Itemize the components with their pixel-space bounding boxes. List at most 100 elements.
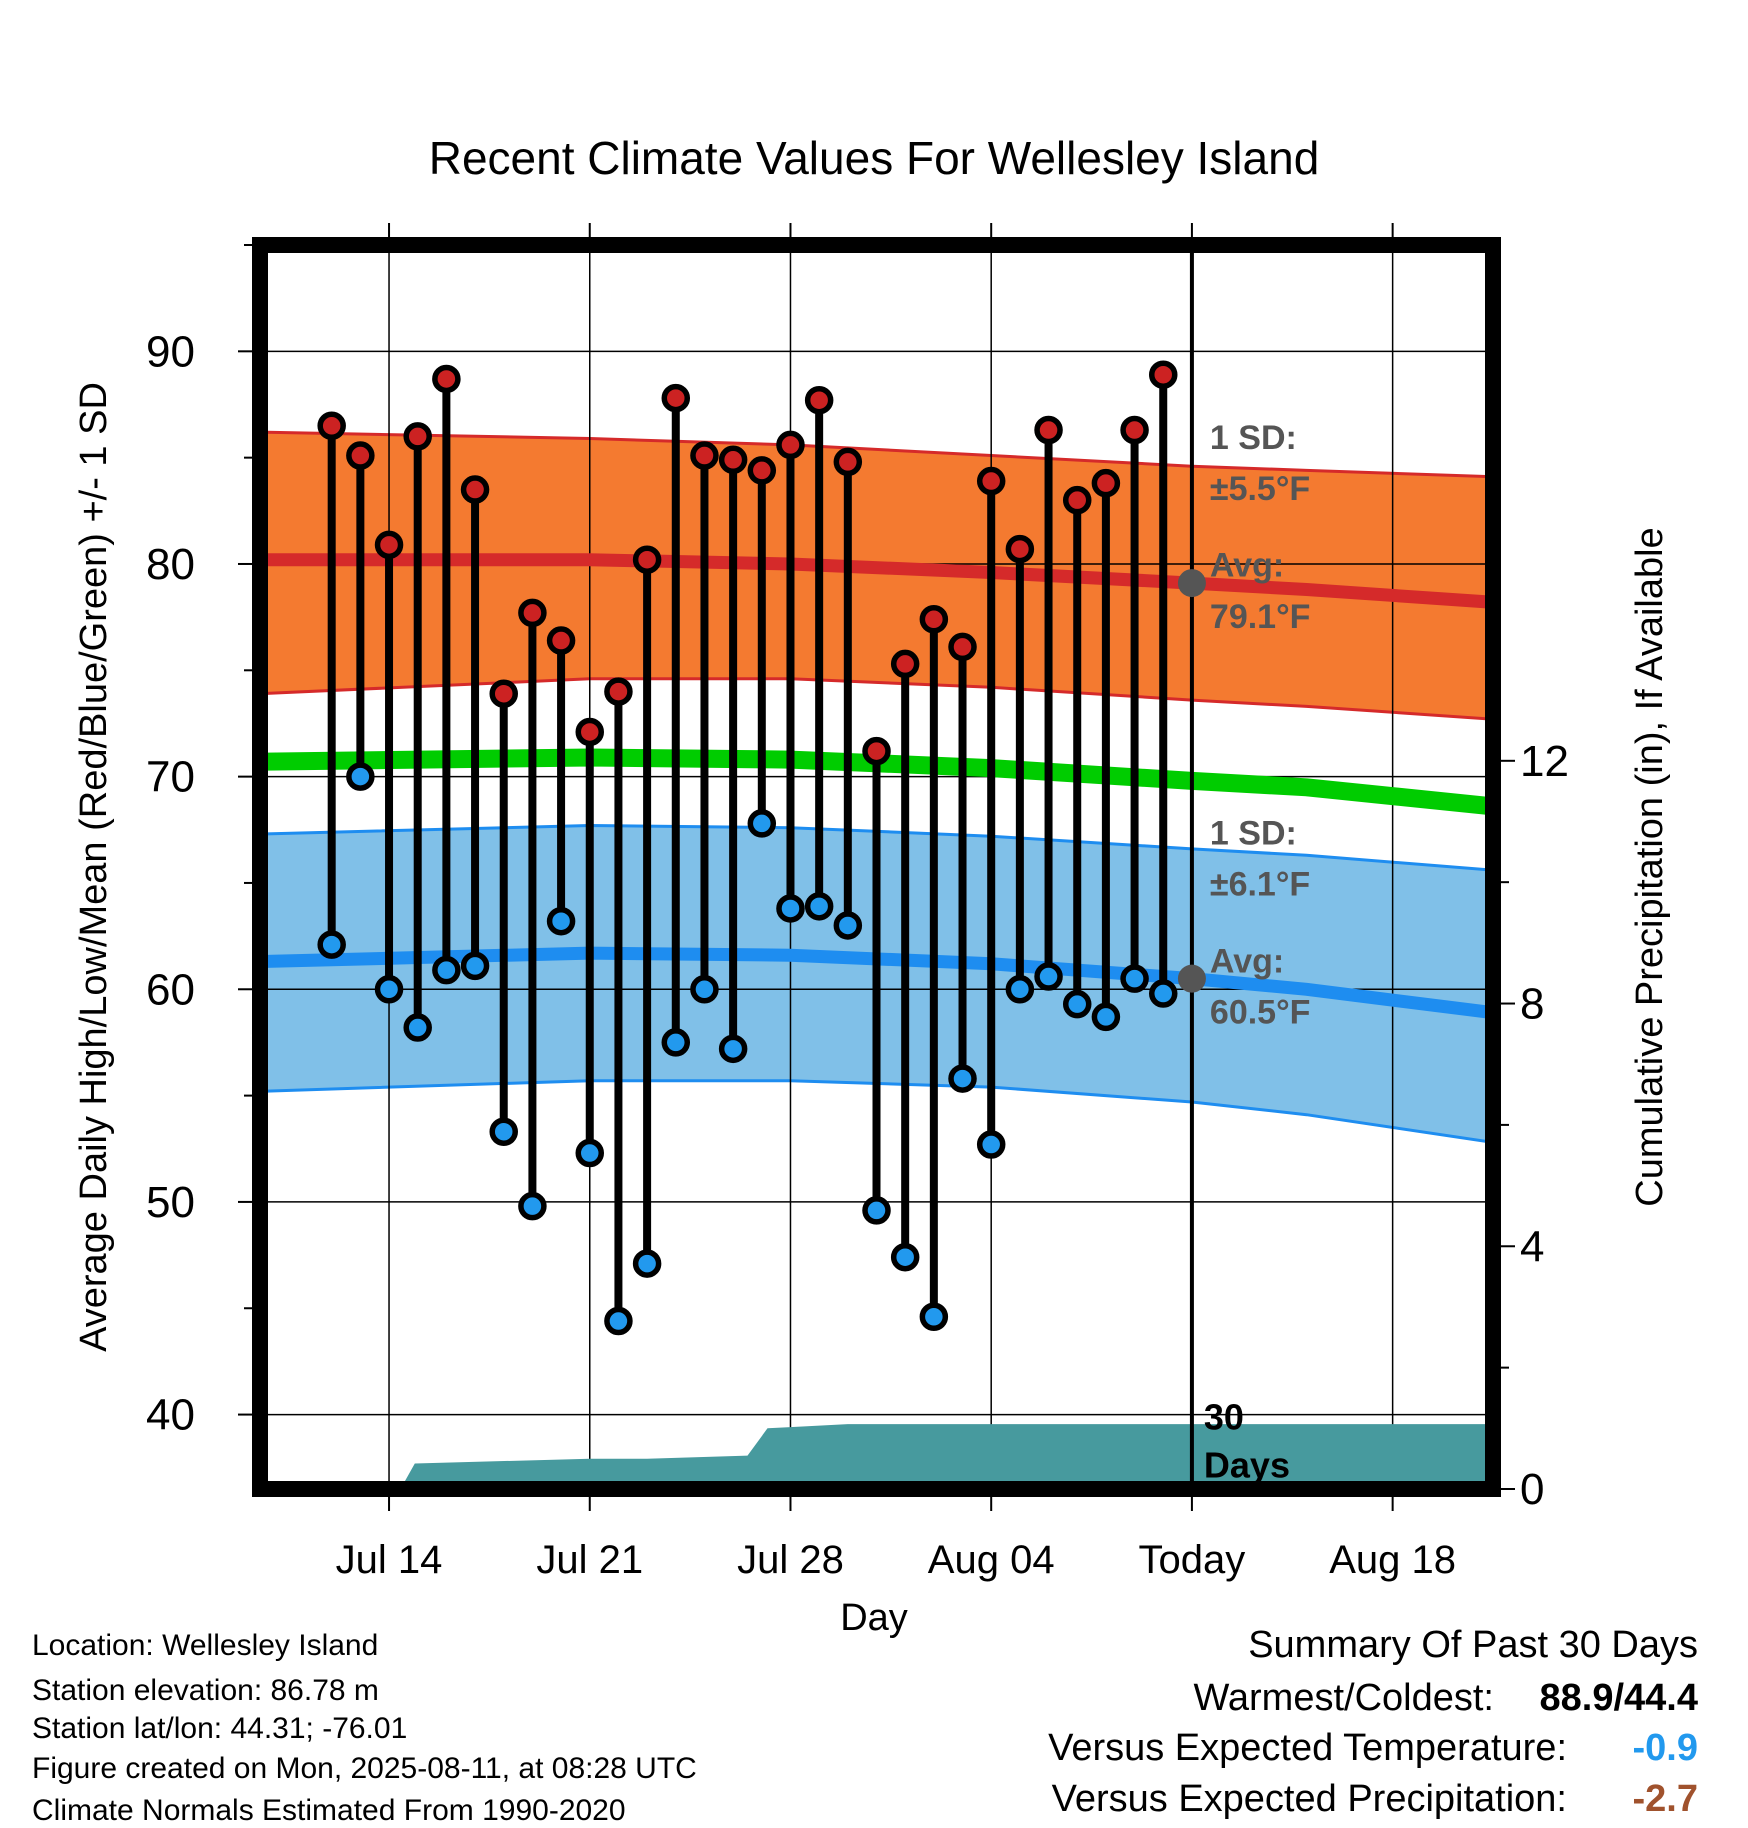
low-point	[1148, 979, 1178, 1008]
low-point	[1034, 962, 1063, 991]
high-point	[1034, 415, 1063, 445]
y-tick-label-80: 80	[146, 540, 195, 589]
y-tick-label-90: 90	[146, 327, 195, 376]
station-info: Location: Wellesley Island Station eleva…	[32, 1629, 697, 1827]
high-point	[747, 456, 777, 485]
high-point	[661, 383, 691, 413]
precip-area	[404, 1424, 1486, 1482]
annot-high-avg-1: Avg:	[1210, 547, 1284, 585]
annot-low-sd-2: ±6.1°F	[1210, 866, 1310, 904]
low-point	[948, 1064, 977, 1093]
high-point	[604, 677, 633, 706]
y-tick-label-40: 40	[146, 1391, 195, 1440]
high-point	[432, 364, 461, 394]
low-point	[604, 1306, 633, 1336]
low-point	[833, 911, 863, 940]
high-point	[690, 441, 719, 470]
annot-low-avg-2: 60.5°F	[1210, 993, 1311, 1031]
high-point	[833, 447, 863, 477]
low-point	[1005, 975, 1035, 1004]
summary-warmest-value: 88.9/44.4	[1540, 1677, 1698, 1719]
low-point	[317, 930, 346, 959]
annot-low-sd-1: 1 SD:	[1210, 815, 1297, 853]
low-point	[346, 762, 375, 791]
plot-frame	[252, 237, 1501, 1497]
y2-tick-label-4: 4	[1520, 1222, 1544, 1271]
summary-temp-value: -0.9	[1633, 1727, 1698, 1769]
high-point	[374, 530, 404, 560]
high-point	[890, 649, 920, 679]
chart-title: Recent Climate Values For Wellesley Isla…	[429, 132, 1320, 184]
x-axis-label: Day	[840, 1597, 908, 1639]
y-tick-label-50: 50	[146, 1178, 195, 1227]
x-tick-label-aug-18: Aug 18	[1329, 1538, 1456, 1582]
y2-tick-label-0: 0	[1520, 1465, 1544, 1514]
high-point	[575, 717, 605, 747]
low-point	[718, 1034, 748, 1064]
y-axis-label: Average Daily High/Low/Mean (Red/Blue/Gr…	[73, 382, 115, 1352]
low-point	[546, 906, 576, 936]
low-point	[1062, 989, 1092, 1019]
low-point	[1091, 1002, 1121, 1032]
high-point	[1062, 485, 1092, 515]
high-point	[804, 385, 834, 415]
low-point	[976, 1130, 1006, 1159]
high-point	[862, 736, 891, 766]
low-point	[747, 809, 777, 838]
annot-high-avg-2: 79.1°F	[1210, 598, 1311, 636]
low-point	[1120, 964, 1149, 993]
low-point	[518, 1191, 547, 1221]
info-latlon: Station lat/lon: 44.31; -76.01	[32, 1712, 407, 1745]
summary-box: Summary Of Past 30 Days Warmest/Coldest:…	[1048, 1624, 1698, 1820]
high-point	[976, 466, 1006, 496]
info-elevation: Station elevation: 86.78 m	[32, 1674, 379, 1707]
high-point	[948, 632, 977, 662]
annot-days-1: 30	[1204, 1396, 1244, 1437]
low-point	[632, 1249, 662, 1278]
low-point	[575, 1138, 605, 1168]
low-point	[804, 892, 834, 921]
high-point	[776, 430, 805, 460]
x-tick-label-today: Today	[1139, 1538, 1246, 1582]
high-point	[460, 475, 490, 504]
low-point	[403, 1013, 432, 1042]
x-tick-label-jul-14: Jul 14	[336, 1538, 443, 1582]
high-point	[489, 679, 518, 708]
low-point	[489, 1117, 518, 1146]
low-point	[374, 975, 404, 1004]
low-point	[862, 1196, 891, 1225]
x-tick-label-aug-04: Aug 04	[928, 1538, 1055, 1582]
y-tick-label-70: 70	[146, 753, 195, 802]
summary-temp-label: Versus Expected Temperature:	[1048, 1727, 1567, 1769]
y2-tick-label-12: 12	[1520, 737, 1569, 786]
low-point	[776, 894, 805, 923]
annot-high-sd-2: ±5.5°F	[1210, 470, 1310, 508]
high-point	[632, 545, 662, 574]
x-tick-label-jul-28: Jul 28	[737, 1538, 844, 1582]
low-point	[460, 951, 490, 981]
info-created: Figure created on Mon, 2025-08-11, at 08…	[32, 1752, 697, 1785]
info-normals: Climate Normals Estimated From 1990-2020	[32, 1794, 626, 1827]
high-point	[1120, 415, 1149, 445]
high-point	[346, 441, 375, 470]
low-point	[661, 1028, 691, 1057]
high-avg-today-marker	[1177, 569, 1206, 598]
y2-tick-label-8: 8	[1520, 980, 1544, 1029]
low-point	[890, 1242, 920, 1272]
info-location: Location: Wellesley Island	[32, 1629, 378, 1662]
low-point	[690, 975, 719, 1004]
summary-precip-label: Versus Expected Precipitation:	[1052, 1778, 1567, 1820]
x-tick-label-jul-21: Jul 21	[536, 1538, 643, 1582]
annot-high-sd-1: 1 SD:	[1210, 419, 1297, 457]
high-point	[518, 598, 547, 628]
high-point	[317, 411, 346, 441]
high-point	[1148, 360, 1178, 389]
high-point	[546, 626, 576, 655]
low-avg-today-marker	[1177, 964, 1206, 993]
high-point	[1091, 468, 1121, 498]
annot-low-avg-1: Avg:	[1210, 942, 1284, 980]
low-point	[919, 1302, 949, 1332]
high-point	[403, 422, 432, 451]
summary-title: Summary Of Past 30 Days	[1248, 1624, 1698, 1666]
